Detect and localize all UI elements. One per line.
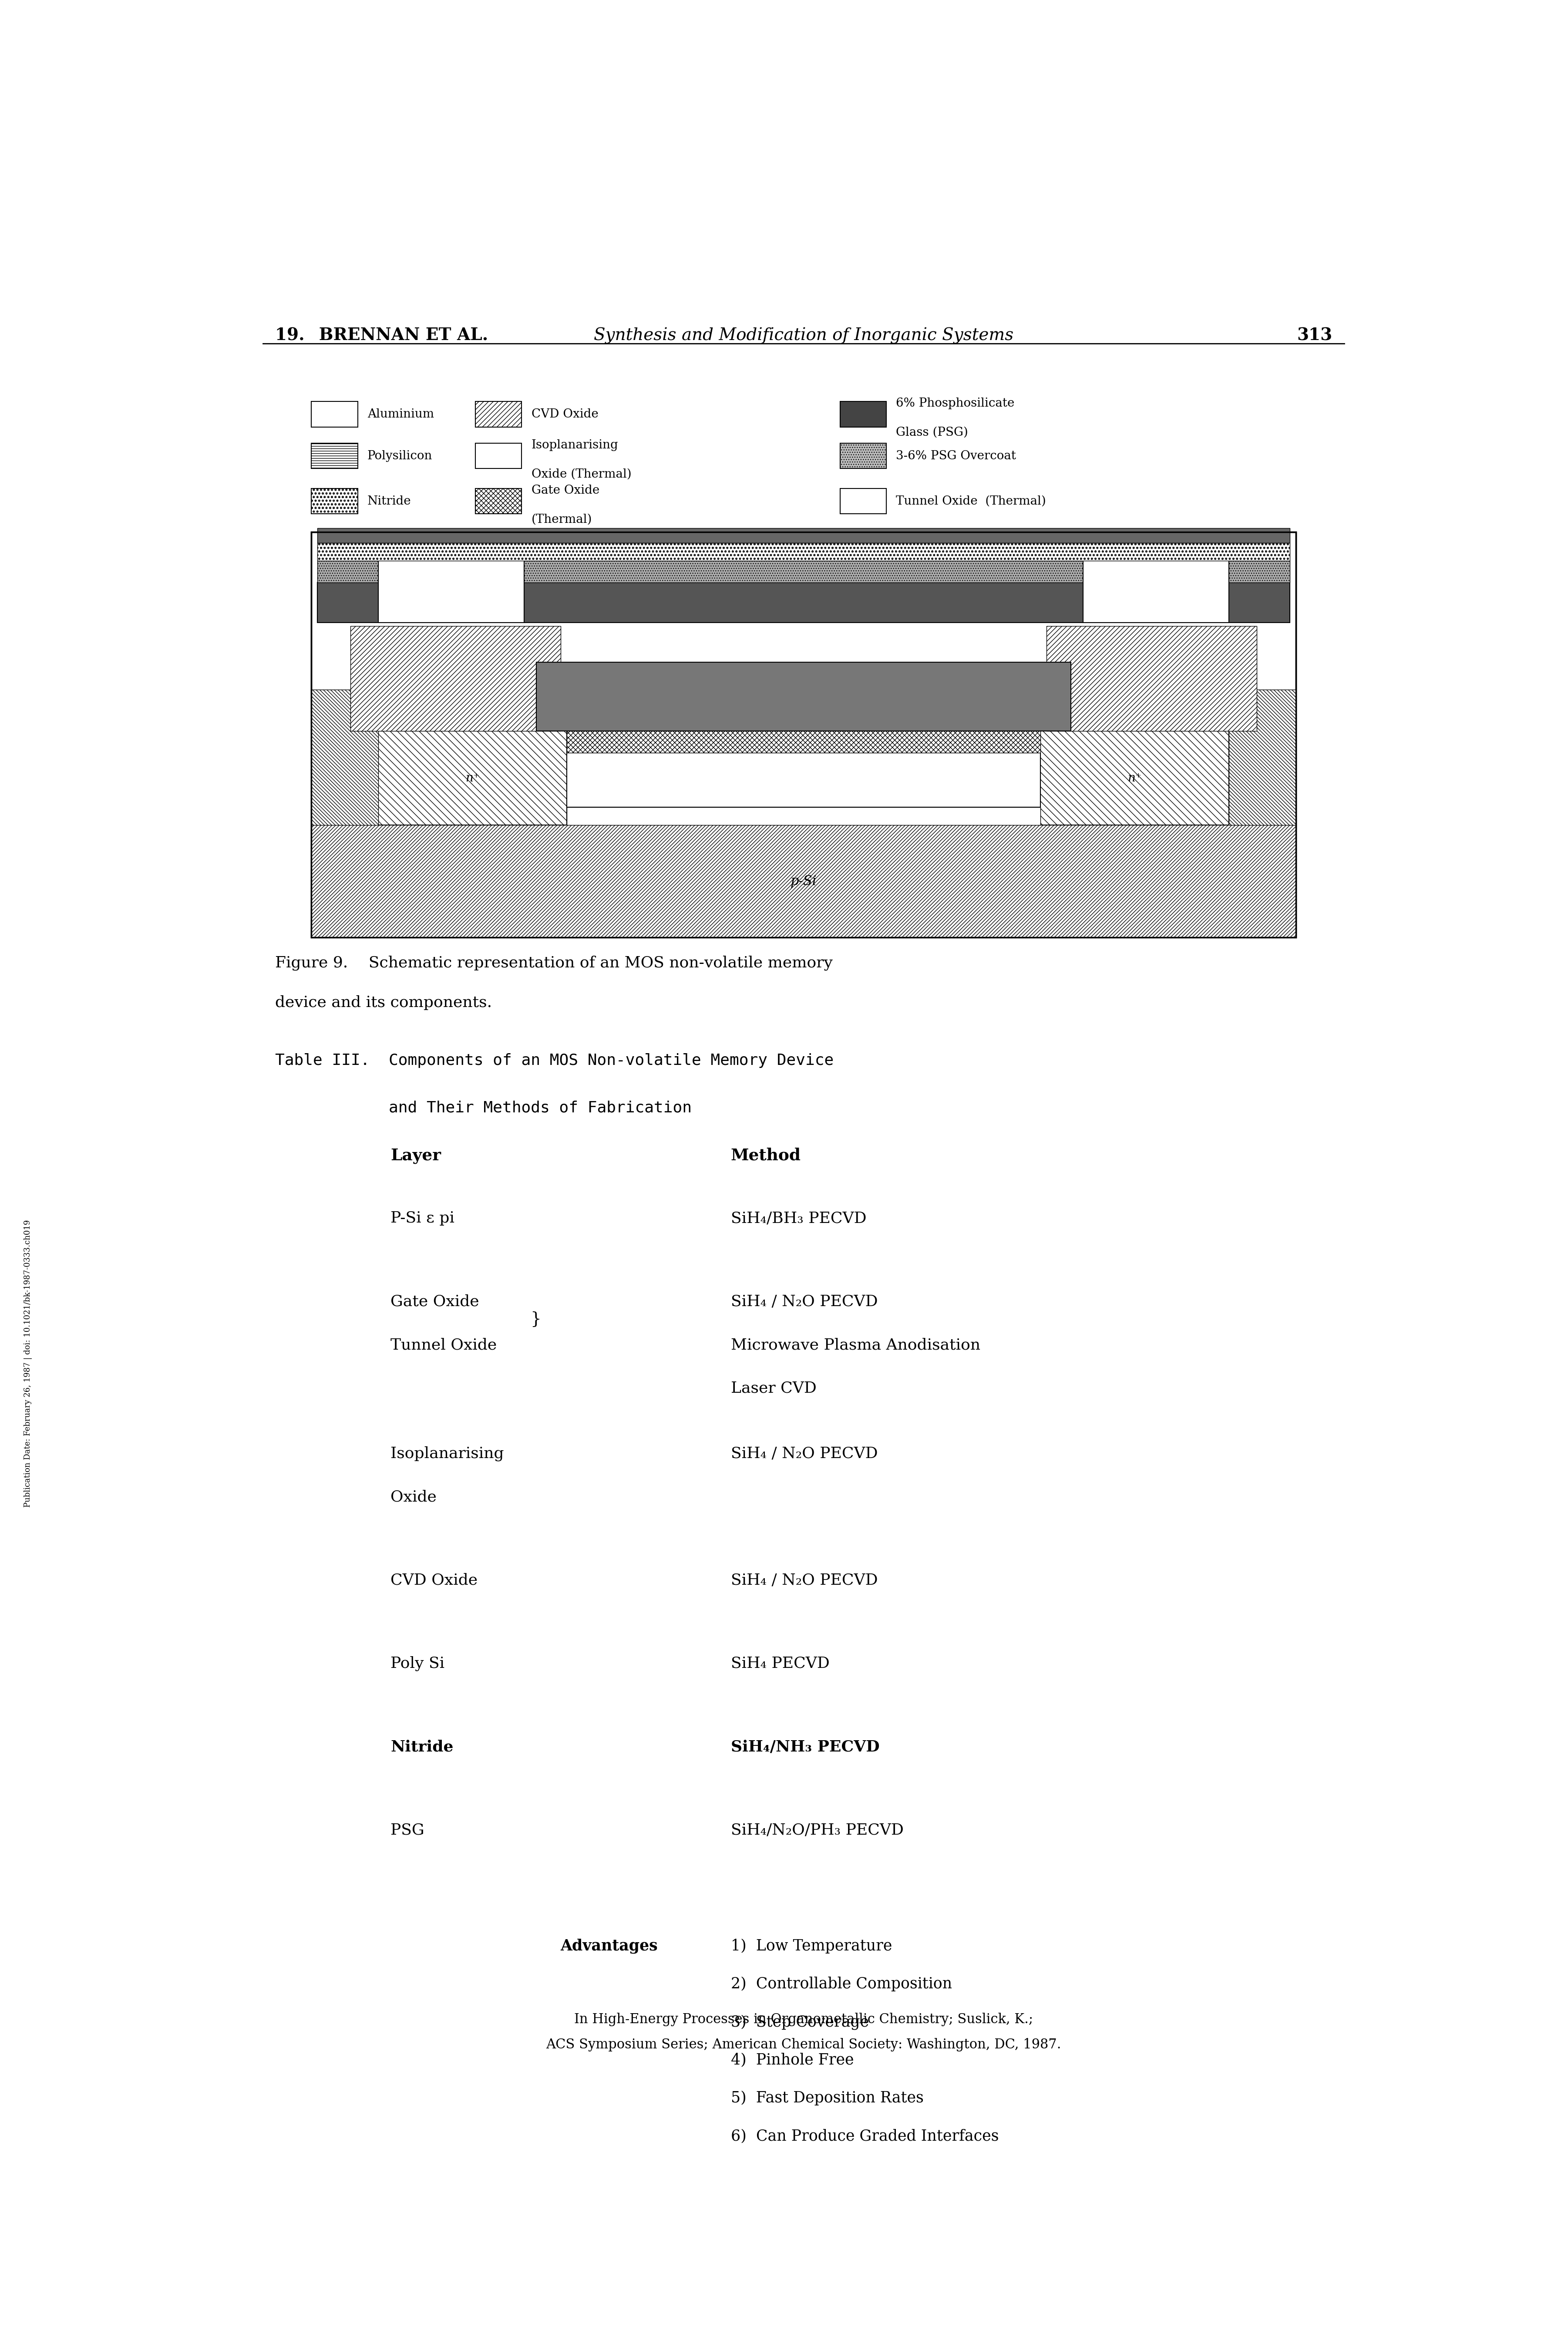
- Text: SiH₄ PECVD: SiH₄ PECVD: [731, 1655, 829, 1672]
- Text: Publication Date: February 26, 1987 | doi: 10.1021/bk-1987-0333.ch019: Publication Date: February 26, 1987 | do…: [24, 1220, 33, 1507]
- Text: and Their Methods of Fabrication: and Their Methods of Fabrication: [274, 1100, 691, 1114]
- Text: SiH₄/BH₃ PECVD: SiH₄/BH₃ PECVD: [731, 1211, 867, 1225]
- Text: 19.  BRENNAN ET AL.: 19. BRENNAN ET AL.: [274, 327, 488, 343]
- Text: SiH₄ / N₂O PECVD: SiH₄ / N₂O PECVD: [731, 1293, 878, 1310]
- Text: 2)  Controllable Composition: 2) Controllable Composition: [731, 1977, 952, 1991]
- Text: 5)  Fast Deposition Rates: 5) Fast Deposition Rates: [731, 2090, 924, 2106]
- Bar: [566, 752, 1041, 806]
- Bar: [840, 489, 886, 515]
- Bar: [312, 825, 1295, 938]
- Bar: [318, 543, 1290, 562]
- Bar: [1041, 731, 1229, 825]
- Text: Aluminium: Aluminium: [367, 409, 434, 421]
- Text: Gate Oxide: Gate Oxide: [532, 484, 599, 496]
- Text: Tunnel Oxide  (Thermal): Tunnel Oxide (Thermal): [895, 496, 1046, 508]
- Text: 6% Phosphosilicate: 6% Phosphosilicate: [895, 397, 1014, 409]
- Text: (Thermal): (Thermal): [532, 513, 593, 524]
- Text: Poly Si: Poly Si: [390, 1655, 444, 1672]
- Bar: [318, 583, 1290, 623]
- Text: n⁺: n⁺: [1127, 771, 1142, 783]
- Text: SiH₄/NH₃ PECVD: SiH₄/NH₃ PECVD: [731, 1740, 880, 1754]
- Text: Synthesis and Modification of Inorganic Systems: Synthesis and Modification of Inorganic …: [594, 327, 1013, 343]
- Text: CVD Oxide: CVD Oxide: [390, 1573, 478, 1587]
- Text: }: }: [530, 1312, 541, 1328]
- Bar: [475, 489, 522, 515]
- Text: Isoplanarising: Isoplanarising: [532, 440, 618, 451]
- Bar: [312, 444, 358, 468]
- Bar: [475, 402, 522, 428]
- Text: Glass (PSG): Glass (PSG): [895, 426, 967, 437]
- Text: Layer: Layer: [390, 1147, 441, 1164]
- Text: SiH₄/N₂O/PH₃ PECVD: SiH₄/N₂O/PH₃ PECVD: [731, 1822, 903, 1838]
- Text: n⁺: n⁺: [466, 771, 480, 783]
- Text: Figure 9.  Schematic representation of an MOS non-volatile memory: Figure 9. Schematic representation of an…: [274, 955, 833, 971]
- Bar: [840, 444, 886, 468]
- Text: Oxide (Thermal): Oxide (Thermal): [532, 468, 632, 480]
- Text: Polysilicon: Polysilicon: [367, 449, 433, 461]
- Bar: [1047, 625, 1258, 731]
- Bar: [312, 689, 378, 825]
- Text: P-Si ε pi: P-Si ε pi: [390, 1211, 455, 1225]
- Text: 4)  Pinhole Free: 4) Pinhole Free: [731, 2052, 853, 2067]
- Text: PSG: PSG: [390, 1822, 425, 1838]
- Bar: [840, 402, 886, 428]
- Text: SiH₄ / N₂O PECVD: SiH₄ / N₂O PECVD: [731, 1446, 878, 1460]
- Text: Nitride: Nitride: [390, 1740, 453, 1754]
- Text: Nitride: Nitride: [367, 496, 411, 508]
- Text: SiH₄ / N₂O PECVD: SiH₄ / N₂O PECVD: [731, 1573, 878, 1587]
- Bar: [1229, 689, 1295, 825]
- Text: 6)  Can Produce Graded Interfaces: 6) Can Produce Graded Interfaces: [731, 2128, 999, 2144]
- Bar: [378, 731, 566, 825]
- Bar: [566, 731, 1041, 752]
- Text: 1)  Low Temperature: 1) Low Temperature: [731, 1940, 892, 1954]
- Bar: [350, 625, 561, 731]
- Text: Oxide: Oxide: [390, 1491, 436, 1505]
- Bar: [312, 531, 1295, 938]
- Text: device and its components.: device and its components.: [274, 994, 492, 1011]
- Bar: [312, 489, 358, 515]
- Text: p-Si: p-Si: [790, 875, 817, 889]
- Bar: [475, 444, 522, 468]
- Text: Microwave Plasma Anodisation: Microwave Plasma Anodisation: [731, 1338, 980, 1352]
- Bar: [318, 529, 1290, 543]
- Text: ACS Symposium Series; American Chemical Society: Washington, DC, 1987.: ACS Symposium Series; American Chemical …: [546, 2038, 1062, 2052]
- Text: CVD Oxide: CVD Oxide: [532, 409, 599, 421]
- Bar: [312, 402, 358, 428]
- Bar: [536, 663, 1071, 731]
- Text: Gate Oxide: Gate Oxide: [390, 1293, 480, 1310]
- Bar: [312, 531, 1295, 938]
- Bar: [378, 534, 524, 623]
- Text: 313: 313: [1297, 327, 1333, 343]
- Text: Laser CVD: Laser CVD: [731, 1380, 817, 1396]
- Text: Isoplanarising: Isoplanarising: [390, 1446, 503, 1460]
- Bar: [566, 806, 1041, 825]
- Bar: [318, 562, 1290, 583]
- Text: Tunnel Oxide: Tunnel Oxide: [390, 1338, 497, 1352]
- Bar: [1083, 534, 1229, 623]
- Text: 3-6% PSG Overcoat: 3-6% PSG Overcoat: [895, 449, 1016, 461]
- Text: Method: Method: [731, 1147, 801, 1164]
- Text: In High-Energy Processes in Organometallic Chemistry; Suslick, K.;: In High-Energy Processes in Organometall…: [574, 2012, 1033, 2027]
- Text: Table III.  Components of an MOS Non-volatile Memory Device: Table III. Components of an MOS Non-vola…: [274, 1053, 834, 1067]
- Text: 3)  Step Coverage: 3) Step Coverage: [731, 2015, 869, 2029]
- Text: Advantages: Advantages: [560, 1940, 659, 1954]
